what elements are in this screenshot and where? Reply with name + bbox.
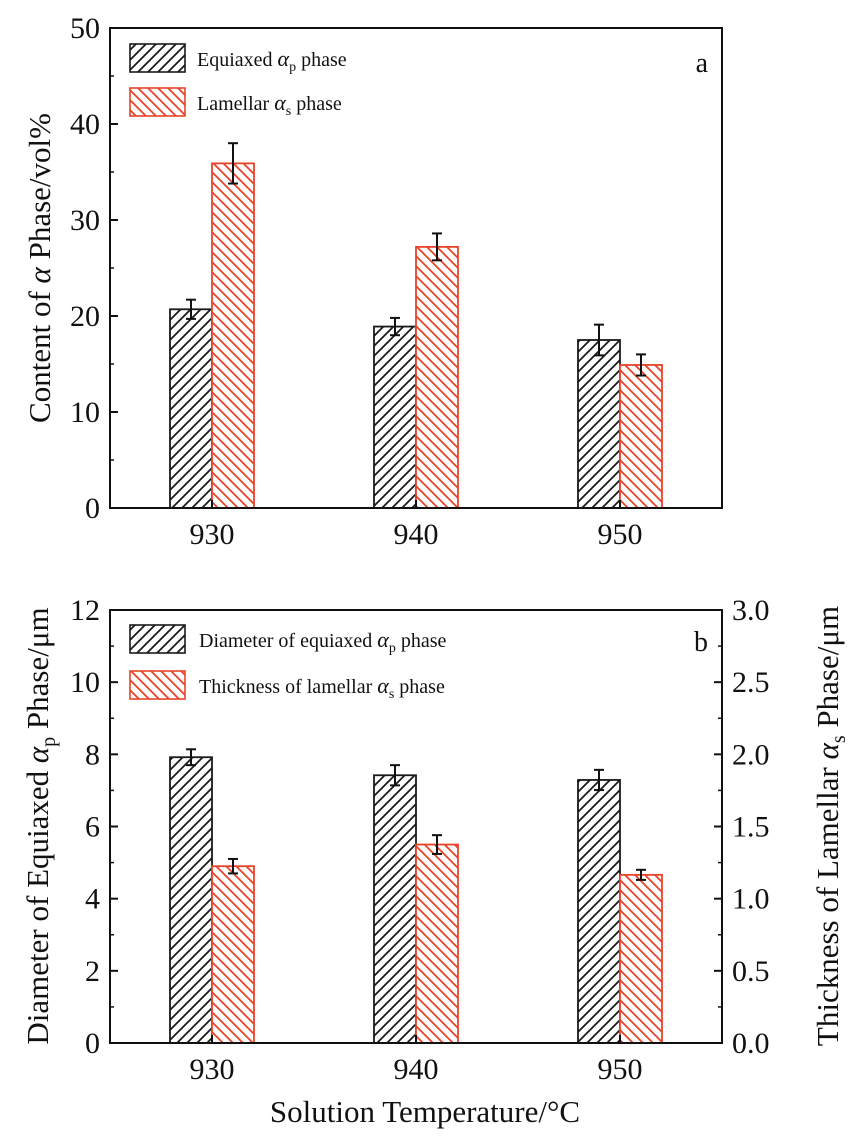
panel-b-xtick-label: 930 — [190, 1053, 235, 1086]
panel-b-ytick-right-label: 1.5 — [732, 811, 770, 844]
panel-a-legend: Equiaxed αp phase Lamellar αs phase — [129, 43, 347, 119]
panel-b-ytick-label: 2 — [85, 955, 100, 988]
panel-a-bar-series1 — [577, 339, 621, 509]
panel-a-errorbar-series1 — [594, 323, 604, 357]
panel-b-ytick-right-label: 3.0 — [732, 594, 770, 627]
panel-b-ytick-right-label: 2.0 — [732, 738, 770, 771]
panel-b-bar-series2 — [619, 873, 663, 1044]
panel-b-bar-series2 — [415, 843, 459, 1044]
panel-b-bar-series1 — [169, 756, 213, 1044]
panel-a-ytick-label: 20 — [70, 300, 100, 333]
panel-b-bar-series2 — [211, 865, 255, 1044]
panel-a-ytick-label: 40 — [70, 108, 100, 141]
panel-b-errorbar-series2 — [432, 834, 442, 855]
panel-b-ytick-label: 10 — [70, 666, 100, 699]
panel-b-bars — [169, 748, 663, 1044]
panel-a-bars — [169, 142, 663, 509]
panel-b-ytick-right-label: 0.0 — [732, 1027, 770, 1060]
panel-b-ticks: 930 940 950 0 2 4 6 8 10 12 0.0 0.5 1.0 1.5 2.0 2.5 3.0 — [70, 594, 770, 1086]
panel-b-ytick-right-label: 0.5 — [732, 955, 770, 988]
panel-b-errorbar-series2 — [636, 868, 646, 881]
panel-a-bar-series2 — [211, 162, 255, 509]
panel-a-errorbar-series2 — [432, 232, 442, 262]
panel-a-xtick-label: 950 — [598, 518, 643, 551]
panel-b-legend-swatch-1 — [129, 624, 186, 654]
panel-b-letter: b — [694, 627, 708, 658]
panel-a-ticks: 930 940 950 0 10 20 30 40 50 — [70, 12, 643, 551]
panel-b-bar-series1 — [577, 779, 621, 1044]
panel-a-errorbar-series1 — [186, 298, 196, 320]
panel-a: 930 940 950 0 10 20 30 40 50 a Content of α Phas… — [22, 12, 723, 551]
panel-a-legend-label-1: Equiaxed αp phase — [197, 46, 347, 75]
panel-a-bar-series1 — [169, 308, 213, 509]
panel-b-legend-label-2: Thickness of lamellar αs phase — [199, 673, 445, 702]
panel-b-errorbar-series1 — [390, 764, 400, 787]
panel-a-xtick-label: 940 — [394, 518, 439, 551]
panel-a-errorbar-series2 — [228, 142, 238, 185]
panel-b: 930 940 9500246810120.00.51.01.52.02.53.0 … — [20, 594, 850, 1129]
panel-a-bar-series2 — [619, 364, 663, 509]
panel-b-bar-series1 — [373, 774, 417, 1044]
panel-b-errorbar-series1 — [186, 748, 196, 767]
panel-a-legend-swatch-1 — [129, 43, 186, 73]
panel-b-ytick-label: 12 — [70, 594, 100, 627]
panel-b-ylabel-left: Diameter of Equiaxed αp Phase/μm — [20, 607, 60, 1044]
panel-b-xtick-label: 940 — [394, 1053, 439, 1086]
panel-a-letter: a — [696, 48, 709, 79]
panel-b-xlabel: Solution Temperature/°C — [270, 1094, 580, 1129]
panel-b-ylabel-right: Thickness of Lamellar αs Phase/μm — [810, 606, 850, 1046]
panel-b-legend-swatch-2 — [129, 670, 186, 700]
panel-b-xtick-label: 950 — [598, 1053, 643, 1086]
panel-b-legend: Diameter of equiaxed αp phase Thickness … — [129, 624, 446, 702]
panel-a-xtick-label: 930 — [190, 518, 235, 551]
panel-a-legend-label-2: Lamellar αs phase — [197, 90, 342, 119]
panel-a-bar-series2 — [415, 245, 459, 509]
panel-a-ytick-label: 10 — [70, 396, 100, 429]
panel-b-errorbar-series2 — [228, 857, 238, 875]
panel-b-legend-label-1: Diameter of equiaxed αp phase — [199, 627, 446, 656]
panel-a-bar-series1 — [373, 325, 417, 509]
panel-a-ylabel: Content of α Phase/vol% — [22, 113, 57, 423]
panel-a-ytick-label: 30 — [70, 204, 100, 237]
panel-b-ytick-right-label: 1.0 — [732, 883, 770, 916]
panel-b-ytick-label: 4 — [85, 883, 100, 916]
panel-a-ytick-label: 50 — [70, 12, 100, 45]
panel-a-legend-swatch-2 — [129, 87, 186, 117]
panel-a-ytick-label: 0 — [85, 492, 100, 525]
panel-a-errorbar-series1 — [390, 316, 400, 337]
panel-b-errorbar-series1 — [594, 768, 604, 792]
panel-b-ytick-label: 8 — [85, 738, 100, 771]
panel-a-errorbar-series2 — [636, 353, 646, 377]
panel-b-ytick-right-label: 2.5 — [732, 666, 770, 699]
panel-b-ytick-label: 0 — [85, 1027, 100, 1060]
panel-b-ytick-label: 6 — [85, 811, 100, 844]
